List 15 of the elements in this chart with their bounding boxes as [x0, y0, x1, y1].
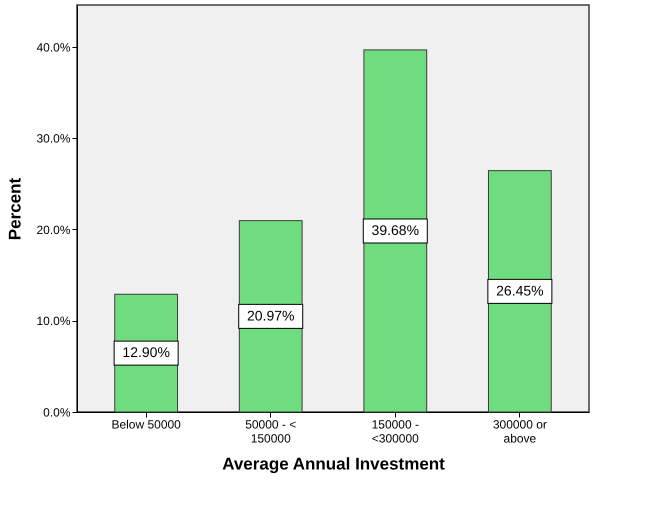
y-tick-label: 20.0% [36, 222, 71, 237]
x-tick-label: 150000 - <300000 [372, 418, 420, 446]
x-axis-title: Average Annual Investment [222, 454, 446, 474]
y-axis-title: Percent [5, 177, 24, 240]
data-label: 20.97% [246, 307, 294, 324]
x-tick-label: 300000 or above [492, 418, 547, 446]
y-tick-label: 10.0% [36, 314, 71, 328]
y-tick-label: 30.0% [36, 132, 71, 146]
x-tick-label: 50000 - < 150000 [245, 418, 296, 446]
x-tick-label: Below 50000 [111, 418, 182, 432]
data-label: 26.45% [496, 282, 544, 298]
data-label: 39.68% [372, 222, 420, 238]
y-tick-label: 0.0% [43, 406, 71, 420]
data-label: 12.90% [122, 344, 170, 360]
y-tick-label: 40.0% [36, 40, 71, 54]
